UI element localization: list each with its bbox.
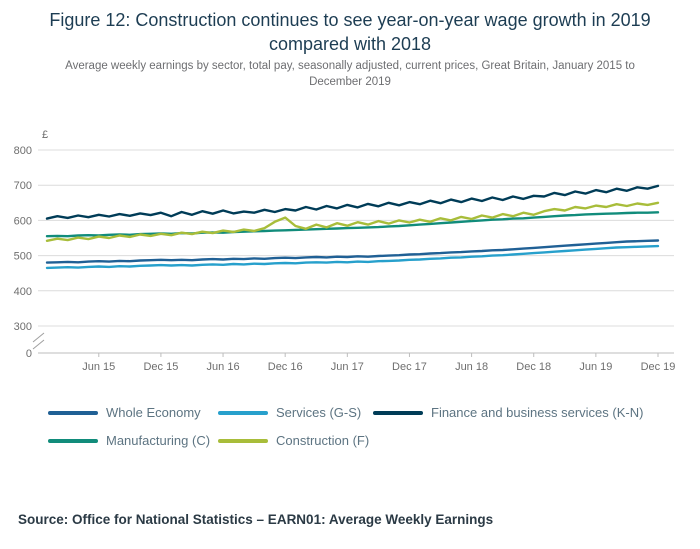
y-axis-unit-label: £ bbox=[42, 129, 48, 141]
x-tick-label: Jun 15 bbox=[82, 361, 115, 373]
legend-item-manufacturing[interactable]: Manufacturing (C) bbox=[48, 433, 218, 448]
axis-break-mark bbox=[32, 339, 45, 350]
x-tick-label: Dec 18 bbox=[516, 361, 551, 373]
legend-marker-construction bbox=[218, 438, 268, 443]
figure-subtitle: Average weekly earnings by sector, total… bbox=[65, 60, 635, 89]
y-tick-label-0: 0 bbox=[26, 348, 32, 360]
y-tick-label-300: 300 bbox=[14, 321, 32, 333]
legend-marker-services bbox=[218, 410, 268, 415]
series-line-4 bbox=[45, 201, 660, 243]
source-line: Source: Office for National Statistics –… bbox=[18, 512, 494, 527]
series-line-1 bbox=[45, 244, 660, 270]
series-line-3 bbox=[45, 211, 660, 238]
legend-item-finance-business-services[interactable]: Finance and business services (K-N) bbox=[373, 405, 643, 420]
x-tick-label: Dec 17 bbox=[392, 361, 427, 373]
y-tick-label-700: 700 bbox=[14, 180, 32, 192]
wage-growth-line-chart: 300 400 500 600 700 800 £0 Jun 15 Dec 15 Jun 16 De… bbox=[14, 129, 676, 373]
x-tick-label: Dec 16 bbox=[268, 361, 303, 373]
series-line-2 bbox=[45, 184, 660, 220]
legend-marker-manufacturing bbox=[48, 438, 98, 443]
legend-marker-whole-economy bbox=[48, 410, 98, 415]
legend-row-1: Whole Economy Services (G-S) Finance and… bbox=[48, 405, 690, 420]
legend-label-services: Services (G-S) bbox=[276, 405, 362, 420]
figure-title: Figure 12: Construction continues to see… bbox=[49, 10, 651, 55]
x-tick-label: Dec 19 bbox=[641, 361, 676, 373]
y-tick-label-500: 500 bbox=[14, 251, 32, 263]
x-tick-label: Jun 16 bbox=[207, 361, 240, 373]
x-tick-label: Jun 19 bbox=[579, 361, 612, 373]
legend-label-finance-business-services: Finance and business services (K-N) bbox=[431, 405, 644, 420]
legend-label-whole-economy: Whole Economy bbox=[106, 405, 201, 420]
legend-label-manufacturing: Manufacturing (C) bbox=[106, 433, 211, 448]
legend-item-services[interactable]: Services (G-S) bbox=[218, 405, 373, 420]
axis-break-mark bbox=[32, 332, 45, 343]
x-tick-label: Dec 15 bbox=[143, 361, 178, 373]
y-tick-label-800: 800 bbox=[14, 145, 32, 157]
x-tick-label: Jun 18 bbox=[455, 361, 488, 373]
x-tick-label: Jun 17 bbox=[331, 361, 364, 373]
legend-marker-finance-business-services bbox=[373, 410, 423, 415]
series-line-0 bbox=[45, 239, 660, 264]
legend-item-whole-economy[interactable]: Whole Economy bbox=[48, 405, 218, 420]
legend-label-construction: Construction (F) bbox=[276, 433, 370, 448]
legend-row-2: Manufacturing (C) Construction (F) bbox=[48, 433, 690, 448]
y-tick-label-600: 600 bbox=[14, 215, 32, 227]
y-tick-label-400: 400 bbox=[14, 286, 32, 298]
legend-item-construction[interactable]: Construction (F) bbox=[218, 433, 373, 448]
chart-legend: Whole Economy Services (G-S) Finance and… bbox=[48, 405, 690, 461]
